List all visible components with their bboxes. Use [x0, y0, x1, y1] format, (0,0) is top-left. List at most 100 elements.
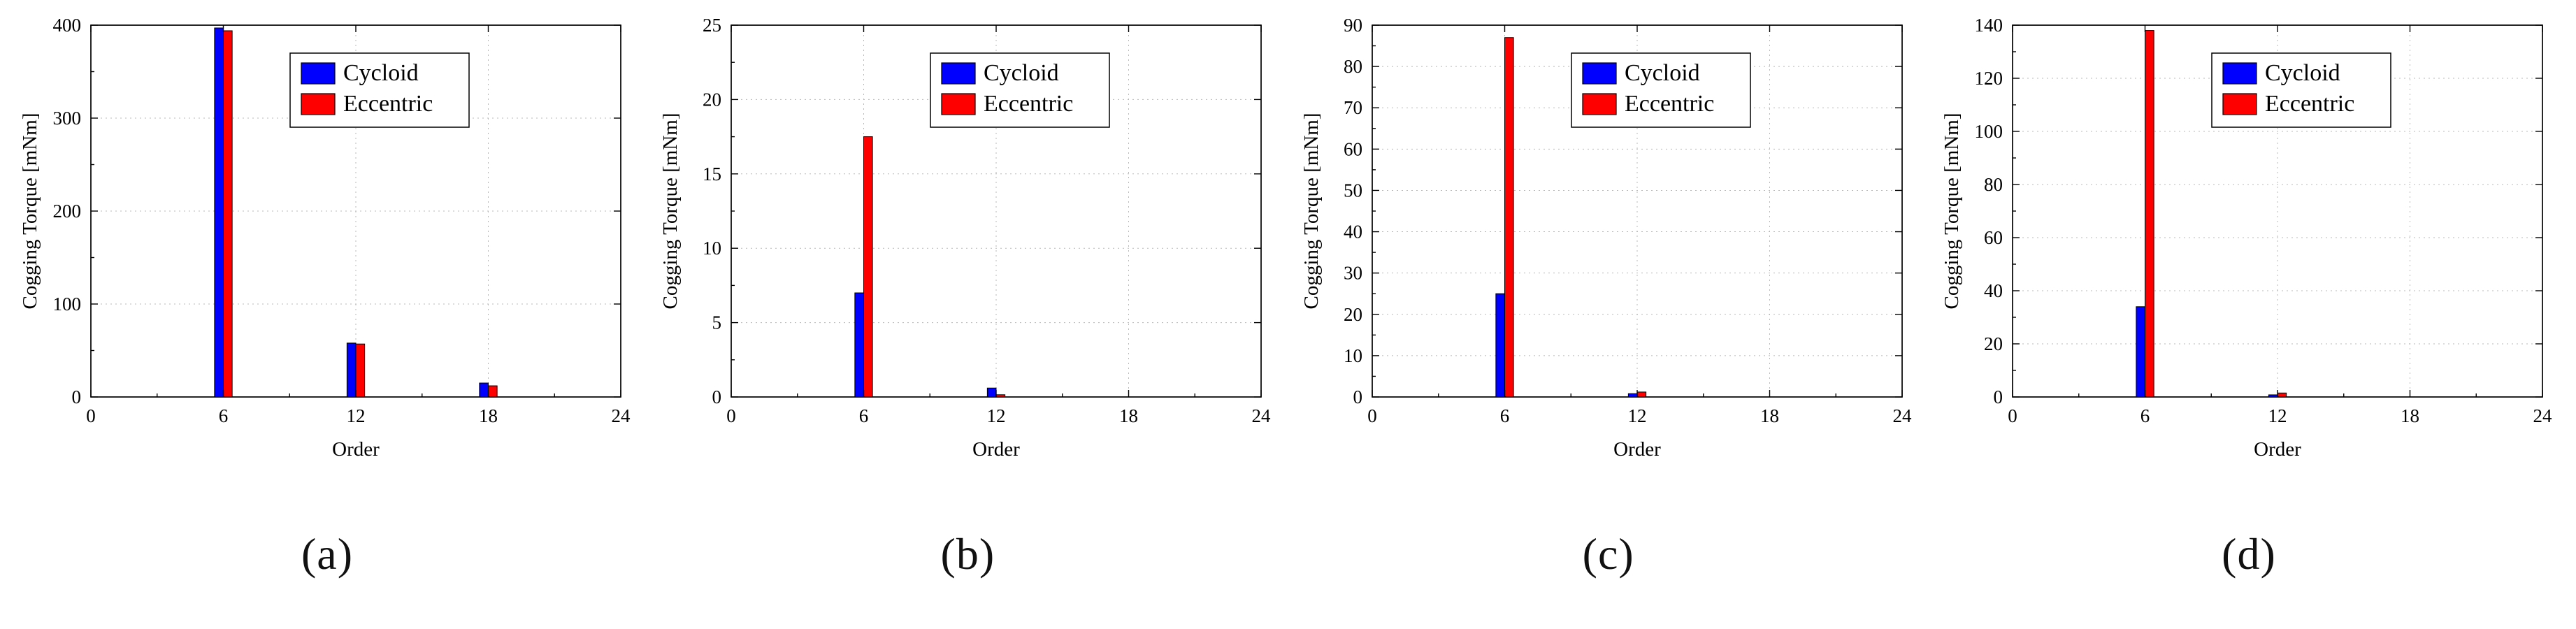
y-tick-label: 200	[53, 201, 82, 222]
y-axis-label: Cogging Torque [mNm]	[19, 113, 41, 310]
y-axis-label: Cogging Torque [mNm]	[659, 113, 682, 310]
legend-label-cycloid: Cycloid	[984, 60, 1059, 86]
y-tick-label: 100	[1974, 121, 2003, 142]
x-tick-label: 12	[2268, 405, 2287, 426]
y-tick-label: 100	[53, 294, 82, 314]
y-tick-label: 0	[1993, 386, 2003, 407]
x-tick-label: 24	[612, 405, 631, 426]
legend-label-cycloid: Cycloid	[2265, 60, 2340, 86]
y-axis-label: Cogging Torque [mNm]	[1300, 113, 1323, 310]
y-tick-label: 10	[1344, 345, 1362, 366]
bar-eccentric-order-6	[863, 136, 873, 398]
y-tick-label: 400	[53, 15, 82, 36]
bar-eccentric-order-6	[1504, 37, 1514, 398]
x-tick-label: 18	[479, 405, 498, 426]
chart-panel-c: 0 6 12 18 24 0 10 20 30 40 50 60 70 80 90 Order Cogging …	[1291, 6, 1926, 580]
legend: Cycloid Eccentric	[2211, 52, 2391, 128]
y-tick-label: 60	[1984, 227, 2003, 248]
y-tick-label: 0	[72, 386, 82, 407]
bar-cycloid-order-6	[214, 27, 224, 398]
legend-swatch-cycloid	[301, 62, 336, 85]
caption-b: (b)	[940, 529, 995, 579]
caption-d: (d)	[2222, 529, 2276, 579]
bar-cycloid-order-6	[854, 292, 865, 398]
chart-svg: 0 6 12 18 24 0 5 10 15 20 25 Order Cogging Torque [m…	[653, 6, 1283, 488]
legend-label-eccentric: Eccentric	[1625, 91, 1714, 117]
y-tick-label: 50	[1344, 180, 1362, 201]
bar-chart-a: 0 6 12 18 24 0 100 200 300 400 Order Cogging Torque…	[13, 6, 642, 488]
bar-cycloid-order-12	[346, 342, 357, 398]
x-axis-label: Order	[2254, 438, 2301, 461]
legend-swatch-eccentric	[1582, 93, 1617, 115]
bar-chart-c: 0 6 12 18 24 0 10 20 30 40 50 60 70 80 90 Order Cogging …	[1293, 6, 1923, 488]
legend-label-cycloid: Cycloid	[343, 60, 419, 86]
chart-panel-d: 0 6 12 18 24 0 20 40 60 80 100 120 140 Order Cogging T…	[1931, 6, 2566, 580]
y-tick-label: 30	[1344, 263, 1362, 284]
y-tick-label: 300	[53, 108, 82, 129]
x-tick-label: 0	[2008, 405, 2017, 426]
x-tick-label: 24	[2533, 405, 2552, 426]
x-tick-label: 0	[86, 405, 96, 426]
y-tick-label: 40	[1344, 222, 1362, 243]
x-axis-label: Order	[973, 438, 1021, 461]
x-tick-label: 6	[1499, 405, 1509, 426]
y-tick-label: 25	[703, 15, 721, 36]
y-tick-label: 20	[1984, 333, 2003, 354]
x-tick-label: 12	[1627, 405, 1646, 426]
legend-label-eccentric: Eccentric	[343, 91, 433, 117]
y-tick-label: 140	[1974, 15, 2003, 36]
x-tick-label: 24	[1892, 405, 1912, 426]
x-tick-label: 6	[2140, 405, 2150, 426]
y-tick-label: 120	[1974, 68, 2003, 89]
legend-swatch-cycloid	[2222, 62, 2257, 85]
legend-label-cycloid: Cycloid	[1625, 60, 1700, 86]
legend: Cycloid Eccentric	[289, 52, 470, 128]
bar-eccentric-order-18	[488, 385, 498, 398]
bar-cycloid-order-12	[987, 387, 997, 398]
chart-svg: 0 6 12 18 24 0 10 20 30 40 50 60 70 80 90 Order Cogging …	[1293, 6, 1923, 488]
bar-cycloid-order-18	[479, 382, 489, 398]
x-tick-label: 24	[1252, 405, 1272, 426]
y-tick-label: 80	[1984, 174, 2003, 195]
bar-chart-b: 0 6 12 18 24 0 5 10 15 20 25 Order Cogging Torque [m…	[653, 6, 1283, 488]
x-tick-label: 12	[987, 405, 1006, 426]
y-tick-label: 70	[1344, 97, 1362, 118]
y-tick-label: 15	[703, 164, 721, 185]
bar-eccentric-order-6	[223, 30, 233, 398]
legend: Cycloid Eccentric	[1570, 52, 1751, 128]
caption-c: (c)	[1582, 529, 1634, 579]
y-tick-label: 60	[1344, 138, 1362, 159]
chart-svg: 0 6 12 18 24 0 20 40 60 80 100 120 140 Order Cogging T…	[1934, 6, 2563, 488]
legend-swatch-eccentric	[941, 93, 976, 115]
legend-swatch-cycloid	[941, 62, 976, 85]
bar-cycloid-order-6	[2136, 306, 2145, 398]
bar-chart-d: 0 6 12 18 24 0 20 40 60 80 100 120 140 Order Cogging T…	[1934, 6, 2563, 488]
bar-eccentric-order-6	[2144, 30, 2154, 398]
y-tick-label: 20	[1344, 304, 1362, 325]
y-tick-label: 0	[712, 386, 722, 407]
x-tick-label: 18	[2401, 405, 2419, 426]
chart-panel-b: 0 6 12 18 24 0 5 10 15 20 25 Order Cogging Torque [m…	[650, 6, 1285, 580]
y-tick-label: 90	[1344, 15, 1362, 36]
bar-eccentric-order-12	[355, 343, 366, 398]
bar-eccentric-order-12	[2277, 392, 2287, 398]
x-tick-label: 18	[1119, 405, 1138, 426]
chart-panel-a: 0 6 12 18 24 0 100 200 300 400 Order Cogging Torque…	[10, 6, 645, 580]
y-tick-label: 5	[712, 312, 722, 333]
legend: Cycloid Eccentric	[930, 52, 1111, 128]
x-tick-label: 12	[347, 405, 366, 426]
bar-cycloid-order-6	[1495, 293, 1505, 398]
y-tick-label: 20	[703, 89, 721, 110]
legend-label-eccentric: Eccentric	[984, 91, 1073, 117]
x-tick-label: 0	[727, 405, 737, 426]
x-tick-label: 6	[859, 405, 869, 426]
y-axis-label: Cogging Torque [mNm]	[1941, 113, 1963, 310]
chart-svg: 0 6 12 18 24 0 100 200 300 400 Order Cogging Torque…	[13, 6, 642, 488]
legend-swatch-eccentric	[2222, 93, 2257, 115]
y-tick-label: 10	[703, 238, 721, 259]
y-tick-label: 40	[1984, 280, 2003, 301]
x-tick-label: 0	[1367, 405, 1377, 426]
legend-label-eccentric: Eccentric	[2265, 91, 2354, 117]
y-tick-label: 0	[1353, 386, 1362, 407]
